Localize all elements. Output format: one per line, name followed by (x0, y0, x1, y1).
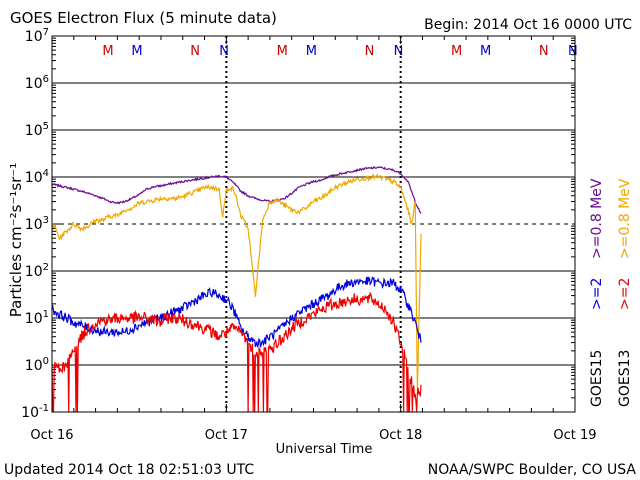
mn-marker: N (394, 44, 404, 59)
y-axis-label: Particles cm⁻²s⁻¹sr⁻¹ (7, 163, 25, 317)
mn-marker: N (219, 44, 229, 59)
series-lines (51, 166, 422, 413)
legend-item: >=0.8 MeV (589, 178, 605, 259)
plot-frame (51, 35, 576, 413)
mn-marker: M (131, 44, 142, 59)
x-axis-ticks: Oct 16 Oct 17 Oct 18 Oct 19 (30, 36, 597, 443)
series-line (51, 173, 422, 391)
mn-marker: M (102, 44, 113, 59)
legend-goes15: GOES15 >=2 >=0.8 MeV (589, 178, 605, 407)
x-axis-label: Universal Time (276, 442, 373, 457)
y-tick-label: 102 (25, 262, 49, 280)
legend-item: >=2 (617, 278, 633, 310)
y-tick-label: 105 (25, 121, 49, 139)
mn-marker: M (277, 44, 288, 59)
grid-lines (52, 36, 575, 412)
x-tick-label: Oct 17 (205, 428, 248, 443)
updated-timestamp: Updated 2014 Oct 18 02:51:03 UTC (4, 462, 254, 478)
legend-item: >=2 (589, 278, 605, 310)
y-tick-label: 100 (25, 356, 49, 374)
y-tick-label: 107 (25, 27, 49, 45)
legend-goes13: GOES13 >=2 >=0.8 MeV (617, 178, 633, 407)
y-axis-ticks: 10-1 100 101 102 103 104 105 106 107 (21, 27, 575, 421)
x-tick-label: Oct 16 (30, 428, 73, 443)
x-tick-label: Oct 19 (553, 428, 596, 443)
series-line (51, 166, 422, 214)
legend-satellite-label: GOES15 (589, 350, 605, 407)
begin-label: Begin: 2014 Oct 16 0000 UTC (424, 17, 632, 33)
mn-marker: N (190, 44, 200, 59)
legend-item: >=0.8 MeV (617, 178, 633, 259)
credit-label: NOAA/SWPC Boulder, CO USA (428, 462, 637, 478)
series-line (51, 276, 422, 348)
x-tick-label: Oct 18 (379, 428, 422, 443)
series-line (51, 291, 422, 413)
y-tick-label: 10-1 (21, 403, 49, 421)
mn-marker: N (365, 44, 375, 59)
chart-title: GOES Electron Flux (5 minute data) (10, 9, 277, 27)
y-tick-label: 103 (25, 215, 49, 233)
y-tick-label: 104 (25, 168, 49, 186)
y-tick-label: 106 (25, 74, 49, 92)
mn-marker: N (568, 44, 578, 59)
legend-satellite-label: GOES13 (617, 350, 633, 407)
mn-marker: M (451, 44, 462, 59)
mn-marker: M (480, 44, 491, 59)
mn-marker: N (539, 44, 549, 59)
mn-marker: M (306, 44, 317, 59)
y-tick-label: 101 (25, 309, 49, 327)
legend: GOES15 >=2 >=0.8 MeV GOES13 >=2 >=0.8 MeV (589, 178, 633, 407)
